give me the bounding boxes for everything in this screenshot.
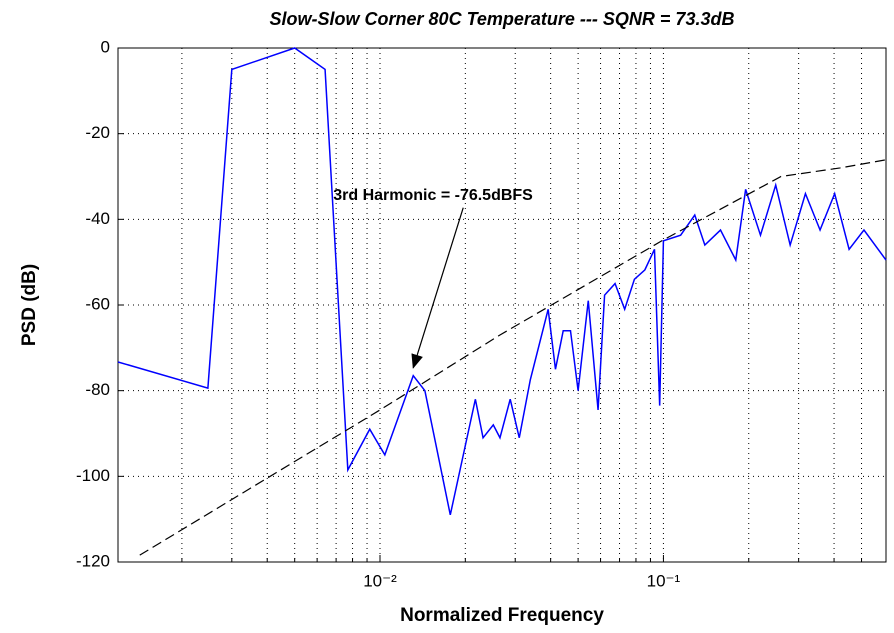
y-tick-label: 0 — [101, 37, 110, 56]
y-tick-label: -120 — [76, 551, 110, 570]
data-line — [117, 47, 887, 516]
x-axis-label: Normalized Frequency — [400, 605, 604, 626]
chart-title: Slow-Slow Corner 80C Temperature --- SQN… — [270, 9, 735, 29]
y-tick-label: -100 — [76, 466, 110, 485]
y-tick-label: -60 — [85, 294, 110, 313]
y-tick-label: -20 — [85, 123, 110, 142]
y-axis-label: PSD (dB) — [19, 264, 40, 346]
y-tick-label: -40 — [85, 209, 110, 228]
data-line — [139, 159, 887, 556]
x-tick-label: 10⁻² — [363, 571, 397, 590]
y-tick-label: -80 — [85, 380, 110, 399]
x-tick-label: 10⁻¹ — [647, 571, 681, 590]
annotation: 3rd Harmonic = -76.5dBFS — [333, 187, 533, 204]
annotation-arrow — [411, 207, 464, 369]
